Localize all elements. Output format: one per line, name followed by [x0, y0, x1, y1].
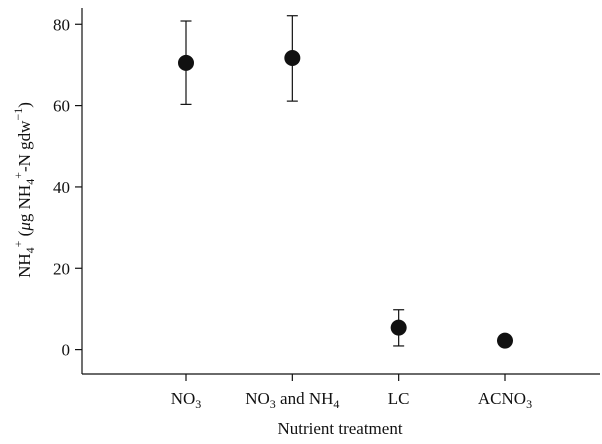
data-marks — [178, 15, 513, 349]
y-tick-label: 60 — [53, 97, 70, 116]
axes — [81, 8, 600, 375]
x-tick-label: NO3 — [171, 389, 202, 411]
data-point-group — [178, 20, 194, 105]
data-point — [497, 332, 513, 349]
y-tick-label: 40 — [53, 178, 70, 197]
x-tick-label: NO3 and NH4 — [245, 389, 339, 411]
data-point — [390, 319, 407, 336]
y-axis-title: NH4+ (μg NH4+-N gdw−1) — [11, 102, 37, 278]
data-point — [178, 54, 194, 71]
y-ticks: 0 20 40 60 80 — [53, 15, 82, 360]
x-axis-title: Nutrient treatment — [277, 419, 402, 438]
y-tick-label: 0 — [62, 341, 71, 360]
data-point-group — [284, 15, 301, 102]
y-tick-label: 20 — [53, 259, 70, 278]
x-tick-label: ACNO3 — [478, 389, 532, 411]
x-tick-label: LC — [388, 389, 410, 408]
y-tick-label: 80 — [53, 15, 70, 34]
data-point-group — [497, 332, 513, 349]
data-point-group — [390, 309, 407, 347]
x-ticks: NO3 NO3 and NH4 LC ACNO3 — [171, 374, 532, 411]
data-point — [284, 50, 301, 67]
